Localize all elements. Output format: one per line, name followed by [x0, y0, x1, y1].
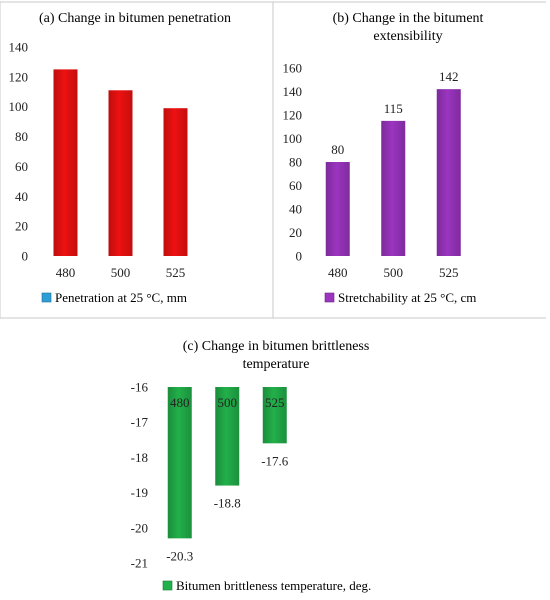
legend-label: Bitumen brittleness temperature, deg. — [176, 578, 371, 593]
y-tick-label: 120 — [283, 108, 303, 123]
chart-title: (c) Change in bitumen brittleness — [183, 339, 370, 354]
x-tick-label: 480 — [328, 265, 348, 280]
legend-marker — [324, 292, 335, 303]
data-label: 80 — [331, 142, 344, 157]
legend-marker — [41, 292, 52, 303]
x-tick-label: 500 — [111, 265, 131, 280]
chart-title: temperature — [243, 357, 310, 372]
bar — [215, 387, 240, 486]
y-tick-label: 0 — [22, 249, 29, 264]
chart-title: (a) Change in bitumen penetration — [39, 11, 231, 26]
data-label: -20.3 — [166, 548, 193, 563]
y-tick-label: -19 — [131, 485, 148, 500]
x-tick-label: 480 — [56, 265, 76, 280]
y-tick-label: 100 — [9, 99, 29, 114]
y-tick-label: 40 — [289, 202, 302, 217]
bar — [381, 120, 406, 256]
x-tick-label: 500 — [384, 265, 404, 280]
data-label: -18.8 — [214, 496, 241, 511]
bar — [325, 162, 350, 256]
x-tick-label: 525 — [166, 265, 186, 280]
y-tick-label: 40 — [15, 189, 28, 204]
y-tick-label: -17 — [131, 415, 149, 430]
y-tick-label: -20 — [131, 520, 148, 535]
y-tick-label: -18 — [131, 450, 148, 465]
x-tick-label: 500 — [218, 395, 238, 410]
bar — [167, 387, 192, 539]
chart-a-penetration: (a) Change in bitumen penetration 0 20 40 60… — [9, 11, 232, 305]
y-tick-label: 60 — [15, 159, 28, 174]
legend-marker — [162, 580, 173, 591]
y-tick-label: 140 — [9, 40, 29, 55]
x-tick-label: 480 — [170, 395, 190, 410]
y-tick-label: 80 — [15, 129, 28, 144]
chart-title: (b) Change in the bitument — [333, 11, 484, 26]
y-tick-label: -16 — [131, 380, 149, 395]
legend-label: Stretchability at 25 °C, cm — [338, 290, 476, 305]
y-tick-label: 20 — [289, 225, 302, 240]
chart-c-brittleness: (c) Change in bitumen brittleness tempera… — [131, 339, 372, 593]
legend-label: Penetration at 25 °C, mm — [55, 290, 187, 305]
x-tick-label: 525 — [265, 395, 285, 410]
bar — [262, 387, 287, 444]
x-tick-label: 525 — [439, 265, 459, 280]
data-label: 115 — [384, 101, 403, 116]
chart-title: extensibility — [373, 29, 442, 44]
y-tick-label: 120 — [9, 69, 29, 84]
bar — [163, 108, 188, 256]
bar — [53, 69, 78, 257]
bar — [108, 90, 133, 257]
y-tick-label: 160 — [283, 61, 303, 76]
y-tick-label: -21 — [131, 556, 148, 571]
data-label: 142 — [439, 69, 459, 84]
chart-b-extensibility: (b) Change in the bitument extensibility 0… — [283, 11, 484, 305]
y-tick-label: 80 — [289, 155, 302, 170]
data-label: -17.6 — [261, 453, 289, 468]
y-tick-label: 100 — [283, 131, 303, 146]
bar — [436, 89, 461, 257]
y-tick-label: 20 — [15, 219, 28, 234]
y-tick-label: 60 — [289, 178, 302, 193]
y-tick-label: 0 — [296, 249, 303, 264]
y-tick-label: 140 — [283, 84, 303, 99]
